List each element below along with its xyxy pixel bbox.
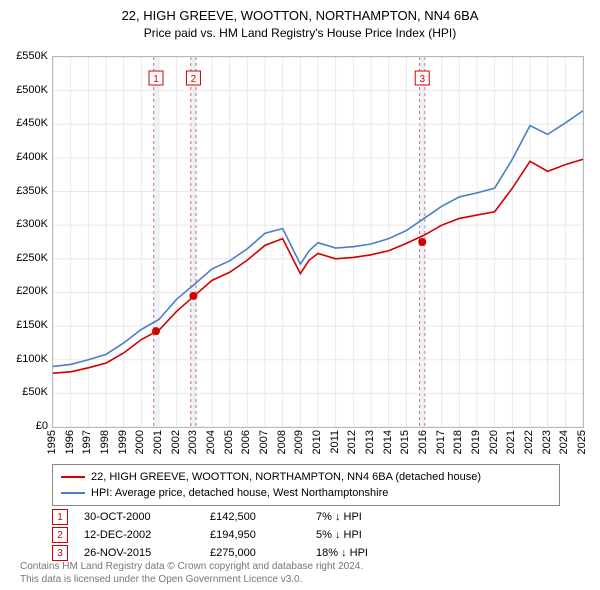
x-tick-label: 1996 <box>64 430 76 454</box>
x-tick-label: 2010 <box>311 430 323 454</box>
x-tick-label: 2022 <box>523 430 535 454</box>
x-tick-label: 2019 <box>470 430 482 454</box>
event-marker-box: 3 <box>52 545 68 561</box>
event-marker-box: 2 <box>52 527 68 543</box>
x-tick-label: 1995 <box>46 430 58 454</box>
x-tick-label: 1998 <box>99 430 111 454</box>
x-tick-label: 2002 <box>170 430 182 454</box>
x-tick-label: 2016 <box>417 430 429 454</box>
event-table: 1 30-OCT-2000 £142,500 7% ↓ HPI 2 12-DEC-2002… <box>52 508 406 562</box>
chart-subtitle: Price paid vs. HM Land Registry's House … <box>0 26 600 40</box>
footer: Contains HM Land Registry data © Crown c… <box>20 560 363 586</box>
x-tick-label: 2023 <box>541 430 553 454</box>
x-tick-label: 2004 <box>205 430 217 454</box>
x-tick-label: 1997 <box>81 430 93 454</box>
y-tick-label: £250K <box>4 252 48 264</box>
x-tick-label: 2025 <box>576 430 588 454</box>
x-tick-label: 2017 <box>435 430 447 454</box>
x-tick-label: 1999 <box>117 430 129 454</box>
x-tick-label: 2005 <box>223 430 235 454</box>
legend: 22, HIGH GREEVE, WOOTTON, NORTHAMPTON, N… <box>52 464 560 506</box>
svg-text:3: 3 <box>419 74 425 85</box>
event-row: 1 30-OCT-2000 £142,500 7% ↓ HPI <box>52 508 406 526</box>
y-tick-label: £100K <box>4 353 48 365</box>
legend-item-a: 22, HIGH GREEVE, WOOTTON, NORTHAMPTON, N… <box>61 469 551 485</box>
legend-label-a: 22, HIGH GREEVE, WOOTTON, NORTHAMPTON, N… <box>91 469 481 485</box>
legend-item-b: HPI: Average price, detached house, West… <box>61 485 551 501</box>
chart-container: 22, HIGH GREEVE, WOOTTON, NORTHAMPTON, N… <box>0 0 600 590</box>
x-tick-label: 2013 <box>364 430 376 454</box>
x-tick-label: 2024 <box>558 430 570 454</box>
x-tick-label: 2018 <box>452 430 464 454</box>
x-tick-label: 2012 <box>346 430 358 454</box>
event-date: 30-OCT-2000 <box>84 511 194 523</box>
event-price: £275,000 <box>210 547 300 559</box>
footer-line-b: This data is licensed under the Open Gov… <box>20 573 363 586</box>
x-tick-label: 2011 <box>329 430 341 454</box>
x-tick-label: 2006 <box>240 430 252 454</box>
plot-area: 1 2 3 <box>52 56 584 428</box>
svg-text:1: 1 <box>153 74 159 85</box>
y-tick-label: £300K <box>4 218 48 230</box>
y-tick-label: £0 <box>4 420 48 432</box>
footer-line-a: Contains HM Land Registry data © Crown c… <box>20 560 363 573</box>
y-tick-label: £150K <box>4 319 48 331</box>
legend-swatch-a <box>61 476 85 478</box>
legend-swatch-b <box>61 492 85 494</box>
y-tick-label: £200K <box>4 285 48 297</box>
svg-text:2: 2 <box>191 74 197 85</box>
event-delta: 7% ↓ HPI <box>316 511 406 523</box>
y-tick-label: £500K <box>4 84 48 96</box>
x-tick-label: 2021 <box>505 430 517 454</box>
x-tick-label: 2003 <box>187 430 199 454</box>
x-tick-label: 2001 <box>152 430 164 454</box>
y-tick-label: £450K <box>4 117 48 129</box>
event-date: 26-NOV-2015 <box>84 547 194 559</box>
x-tick-label: 2015 <box>399 430 411 454</box>
event-price: £142,500 <box>210 511 300 523</box>
event-marker-box: 1 <box>52 509 68 525</box>
x-tick-label: 2000 <box>134 430 146 454</box>
y-tick-label: £350K <box>4 185 48 197</box>
y-tick-label: £50K <box>4 386 48 398</box>
event-row: 2 12-DEC-2002 £194,950 5% ↓ HPI <box>52 526 406 544</box>
x-tick-label: 2020 <box>488 430 500 454</box>
x-tick-label: 2014 <box>382 430 394 454</box>
y-tick-label: £400K <box>4 151 48 163</box>
event-date: 12-DEC-2002 <box>84 529 194 541</box>
event-delta: 5% ↓ HPI <box>316 529 406 541</box>
x-tick-label: 2007 <box>258 430 270 454</box>
plot-svg: 1 2 3 <box>53 57 583 427</box>
x-tick-label: 2009 <box>293 430 305 454</box>
chart-title: 22, HIGH GREEVE, WOOTTON, NORTHAMPTON, N… <box>0 8 600 23</box>
event-delta: 18% ↓ HPI <box>316 547 406 559</box>
x-tick-label: 2008 <box>276 430 288 454</box>
legend-label-b: HPI: Average price, detached house, West… <box>91 485 388 501</box>
y-tick-label: £550K <box>4 50 48 62</box>
event-price: £194,950 <box>210 529 300 541</box>
